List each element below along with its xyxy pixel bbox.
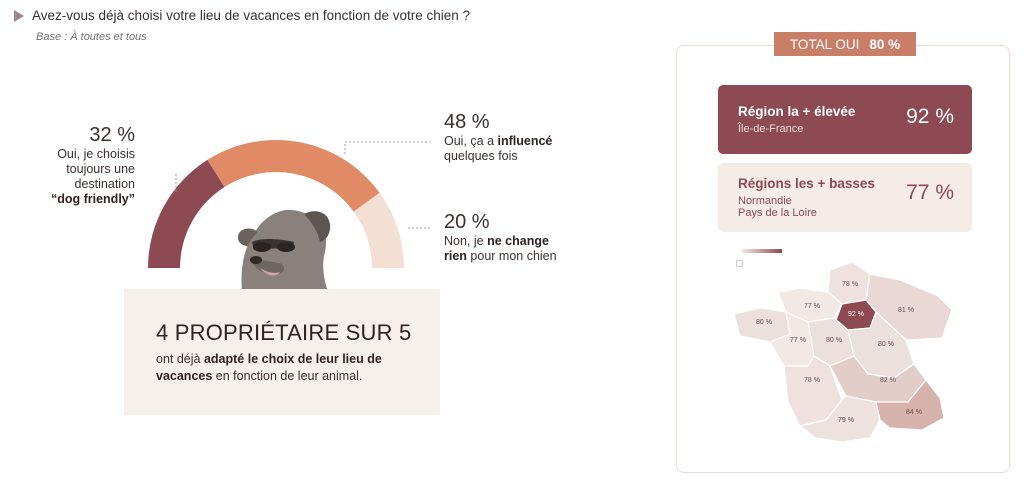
slice-dog-friendly <box>148 159 225 268</box>
map-label-occitanie: 79 % <box>838 417 854 424</box>
map-label-pays-de-la-loire: 77 % <box>790 337 806 344</box>
region-lowest-name-1: Normandie <box>738 195 792 207</box>
france-regions-map: 78 % 77 % 92 % 81 % 80 % 77 % 80 % 80 % 78 % 82 %… <box>733 261 953 443</box>
play-arrow-icon <box>14 9 24 22</box>
stat-text-1: ont déjà <box>156 352 204 366</box>
map-label-bourgogne-franche-comte: 80 % <box>878 341 894 348</box>
map-label-bretagne: 80 % <box>756 319 772 326</box>
map-label-normandie: 77 % <box>804 303 820 310</box>
base-note: Base : À toutes et tous <box>36 31 147 43</box>
answer-20-line1b: ne change <box>487 234 549 248</box>
slice-influenced <box>207 140 380 212</box>
answer-32-line3: destination <box>74 177 135 191</box>
region-lowest-names: Normandie Pays de la Loire <box>738 195 868 219</box>
dog-with-sunglasses-image <box>237 209 331 292</box>
total-badge: TOTAL OUI 80 % <box>774 32 916 56</box>
stat-text-3: en fonction de leur animal. <box>212 369 363 383</box>
answer-32-line2: toujours une <box>66 162 135 176</box>
map-label-ile-de-france: 92 % <box>848 311 864 318</box>
answer-20-pct: 20 % <box>444 211 490 233</box>
answer-32-pct: 32 % <box>89 124 135 146</box>
answer-48-line1a: Oui, ça a <box>444 134 498 148</box>
answer-48: 48 % Oui, ça a influencé quelques fois <box>444 110 604 164</box>
answer-20-line2a: rien <box>444 249 467 263</box>
map-label-nouvelle-aquitaine: 78 % <box>804 377 820 384</box>
leader-line-48 <box>344 141 430 154</box>
map-label-grand-est: 81 % <box>898 307 914 314</box>
map-zoom-icon <box>736 260 743 267</box>
region-lowest-value: 77 % <box>906 181 954 204</box>
semi-donut-chart <box>148 140 430 268</box>
map-label-provence-alpes-cote-d-azur: 84 % <box>906 409 922 416</box>
answer-48-line1b: influencé <box>497 134 553 148</box>
map-label-hauts-de-france: 78 % <box>842 281 858 288</box>
answer-20-line2b: pour mon chien <box>466 249 557 263</box>
stat-body: ont déjà adapté le choix de leur lieu de… <box>156 351 426 385</box>
answer-32-line4: “dog friendly” <box>50 192 135 206</box>
region-lowest-card: Régions les + basses Normandie Pays de l… <box>718 163 972 232</box>
region-highest-value: 92 % <box>906 105 954 128</box>
region-lowest-title: Régions les + basses <box>738 176 875 191</box>
slice-no-change <box>353 192 404 268</box>
answer-20-line1a: Non, je <box>444 234 488 248</box>
map-label-centre-val-de-loire: 80 % <box>826 337 842 344</box>
stat-card: 4 PROPRIÉTAIRE SUR 5 ont déjà adapté le … <box>124 289 440 415</box>
map-color-legend <box>742 249 782 253</box>
stat-headline: 4 PROPRIÉTAIRE SUR 5 <box>156 320 412 345</box>
answer-32: 32 % Oui, je choisis toujours une destin… <box>30 123 135 207</box>
region-highest-title: Région la + élevée <box>738 104 856 119</box>
answer-48-line2: quelques fois <box>444 149 518 163</box>
answer-20: 20 % Non, je ne change rien pour mon chi… <box>444 210 624 264</box>
region-highest-name: Île-de-France <box>738 123 804 135</box>
total-value: 80 % <box>869 36 901 52</box>
map-region-provence-alpes-cote-d-azur <box>875 379 945 431</box>
total-label: TOTAL OUI <box>789 36 860 52</box>
region-lowest-name-2: Pays de la Loire <box>738 207 817 219</box>
answer-32-line1: Oui, je choisis <box>57 147 135 161</box>
region-highest-card: Région la + élevée Île-de-France 92 % <box>718 85 972 154</box>
question-row: Avez-vous déjà choisi votre lieu de vaca… <box>14 8 470 23</box>
answer-48-pct: 48 % <box>444 111 490 133</box>
question-title: Avez-vous déjà choisi votre lieu de vaca… <box>32 8 471 23</box>
stat-text-2: adapté le choix de leur lieu de vacances <box>156 352 382 383</box>
map-label-auvergne-rhone-alpes: 82 % <box>880 377 896 384</box>
